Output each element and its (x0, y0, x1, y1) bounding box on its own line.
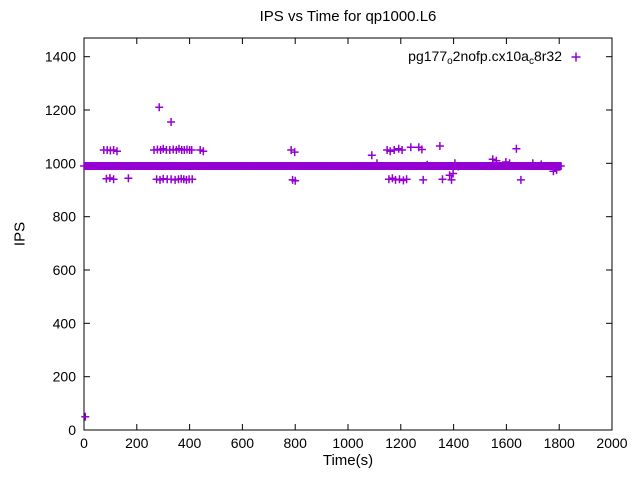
svg-text:200: 200 (53, 369, 77, 385)
svg-text:1200: 1200 (45, 102, 76, 118)
svg-text:1000: 1000 (332, 435, 363, 451)
legend-label: pg177o2nofp.cx10ac8r32 (408, 48, 562, 67)
svg-text:2000: 2000 (596, 435, 627, 451)
svg-text:400: 400 (178, 435, 202, 451)
chart-title: IPS vs Time for qp1000.L6 (259, 8, 437, 25)
plot-contents: 0 200 400 600 800 1000 1200 1400 1600 1800 2000 0 20… (45, 37, 628, 451)
svg-text:800: 800 (53, 209, 77, 225)
svg-text:400: 400 (53, 315, 77, 331)
x-axis-label: Time(s) (322, 452, 374, 469)
svg-text:1600: 1600 (491, 435, 522, 451)
svg-text:800: 800 (284, 435, 308, 451)
svg-text:1000: 1000 (45, 155, 76, 171)
svg-text:600: 600 (53, 262, 77, 278)
svg-text:1400: 1400 (45, 49, 76, 65)
svg-text:0: 0 (80, 435, 88, 451)
svg-text:1200: 1200 (385, 435, 416, 451)
svg-text:600: 600 (231, 435, 255, 451)
legend-entry: pg177o2nofp.cx10ac8r32 (408, 48, 562, 67)
svg-text:0: 0 (68, 422, 76, 438)
svg-text:1400: 1400 (438, 435, 469, 451)
svg-text:1800: 1800 (544, 435, 575, 451)
y-axis-label: IPS (11, 221, 29, 247)
svg-text:200: 200 (125, 435, 149, 451)
